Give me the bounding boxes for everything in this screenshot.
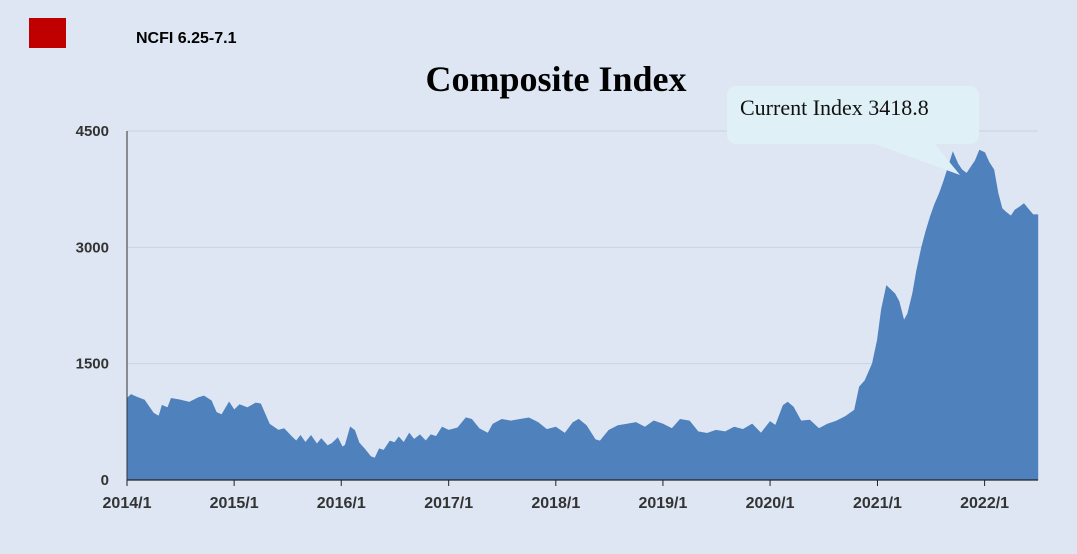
x-tick-label: 2014/1 (103, 495, 152, 512)
annotation-callout (727, 86, 979, 144)
legend-label: NCFI 6.25-7.1 (136, 30, 237, 47)
chart-title: Composite Index (425, 59, 687, 99)
x-tick-label: 2019/1 (638, 495, 687, 512)
x-tick-label: 2018/1 (531, 495, 580, 512)
series-area (126, 149, 1039, 481)
y-tick-label: 0 (101, 472, 109, 489)
x-tick-label: 2015/1 (210, 495, 259, 512)
x-tick-label: 2020/1 (746, 495, 795, 512)
y-tick-label: 4500 (76, 123, 109, 140)
annotation-text: Current Index 3418.8 (740, 95, 929, 120)
y-tick-label: 1500 (76, 356, 109, 373)
callout-pointer (872, 143, 960, 175)
x-tick-label: 2017/1 (424, 495, 473, 512)
callout-pointer-layer (872, 143, 960, 175)
y-tick-label: 3000 (76, 239, 109, 256)
axis-layer: 0 1500 3000 4500 2014/1 2015/1 2016/1 2017/1 201… (76, 123, 1038, 512)
x-tick-label: 2021/1 (853, 495, 902, 512)
x-tick-label: 2016/1 (317, 495, 366, 512)
legend-swatch (29, 18, 66, 48)
area-layer (126, 149, 1039, 481)
x-tick-label: 2022/1 (960, 495, 1009, 512)
